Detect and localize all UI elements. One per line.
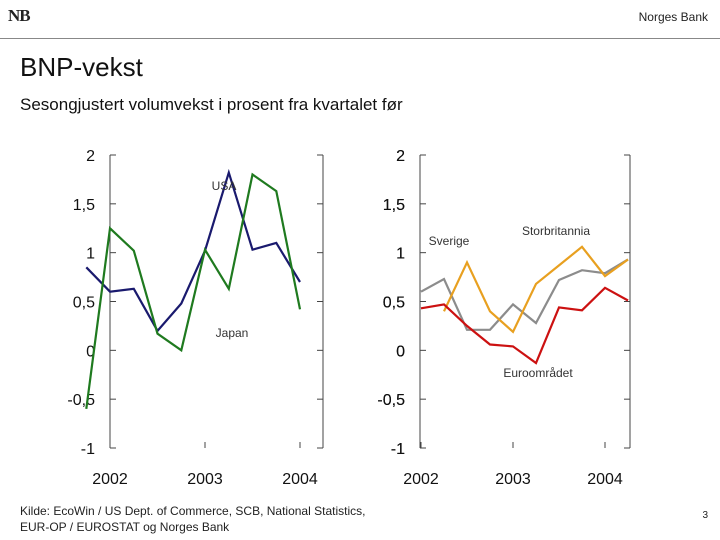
x-tick-label: 2004 [587, 471, 623, 488]
x-tick-label: 2004 [282, 471, 318, 488]
y-tick-label: -0,5 [67, 392, 95, 409]
x-tick-label: 2002 [92, 471, 128, 488]
series-line-sverige [420, 258, 629, 331]
series-line-storbritannia [443, 245, 629, 334]
header-divider [0, 38, 720, 39]
series-label-japan: Japan [216, 326, 249, 340]
x-tick-label: 2002 [403, 471, 439, 488]
y-tick-label: 0,5 [73, 295, 95, 312]
series-line-japan [85, 172, 302, 410]
norges-bank-logo: NB [8, 6, 31, 25]
y-tick-label-right: 0,5 [383, 295, 405, 312]
y-tick-label: 0,5 [383, 295, 405, 312]
y-tick-label: -1 [81, 441, 95, 458]
y-tick-label: 2 [396, 148, 405, 165]
y-tick-label-right: 1,5 [383, 197, 405, 214]
y-tick-label-right: 2 [396, 148, 405, 165]
slide-title: BNP-vekst [20, 52, 143, 82]
slide-subtitle: Sesongjustert volumvekst i prosent fra k… [20, 95, 403, 114]
bank-name: Norges Bank [638, 10, 708, 24]
y-tick-label: 0 [396, 343, 405, 360]
y-tick-label-right: -1 [391, 441, 405, 458]
y-tick-label-right: 0 [396, 343, 405, 360]
series-label-storbritannia: Storbritannia [522, 224, 590, 238]
y-tick-label-right: -0,5 [377, 392, 405, 409]
series-line-euroområdet [420, 286, 629, 365]
y-tick-label: 0 [86, 343, 95, 360]
series-label-sverige: Sverige [429, 234, 470, 248]
chart-panel-2: 2 1,5 1 0,5 0 -0,5 -1 2002 2003 2004 Sverige Storbr… [377, 148, 631, 488]
page-number: 3 [702, 510, 708, 521]
source-note: Kilde: EcoWin / US Dept. of Commerce, SC… [20, 504, 366, 534]
y-tick-label: 1 [86, 246, 95, 263]
series-label-euroområdet: Euroområdet [503, 366, 573, 380]
chart-panel-1: 2 1,5 1 0,5 0 -0,5 -1 2 1,5 1 0,5 0 -0,5 -1 2002 2003 20… [67, 148, 405, 488]
y-tick-label-right: 1 [396, 246, 405, 263]
series-line-usa [85, 168, 301, 333]
x-tick-label: 2003 [187, 471, 223, 488]
x-tick-label: 2003 [495, 471, 531, 488]
y-tick-label: -0,5 [377, 392, 405, 409]
y-tick-label: 1,5 [383, 197, 405, 214]
y-tick-label: 2 [86, 148, 95, 165]
y-tick-label: 1,5 [73, 197, 95, 214]
y-tick-label: 1 [396, 246, 405, 263]
y-tick-label: -1 [391, 441, 405, 458]
series-label-usa: USA [212, 179, 237, 193]
